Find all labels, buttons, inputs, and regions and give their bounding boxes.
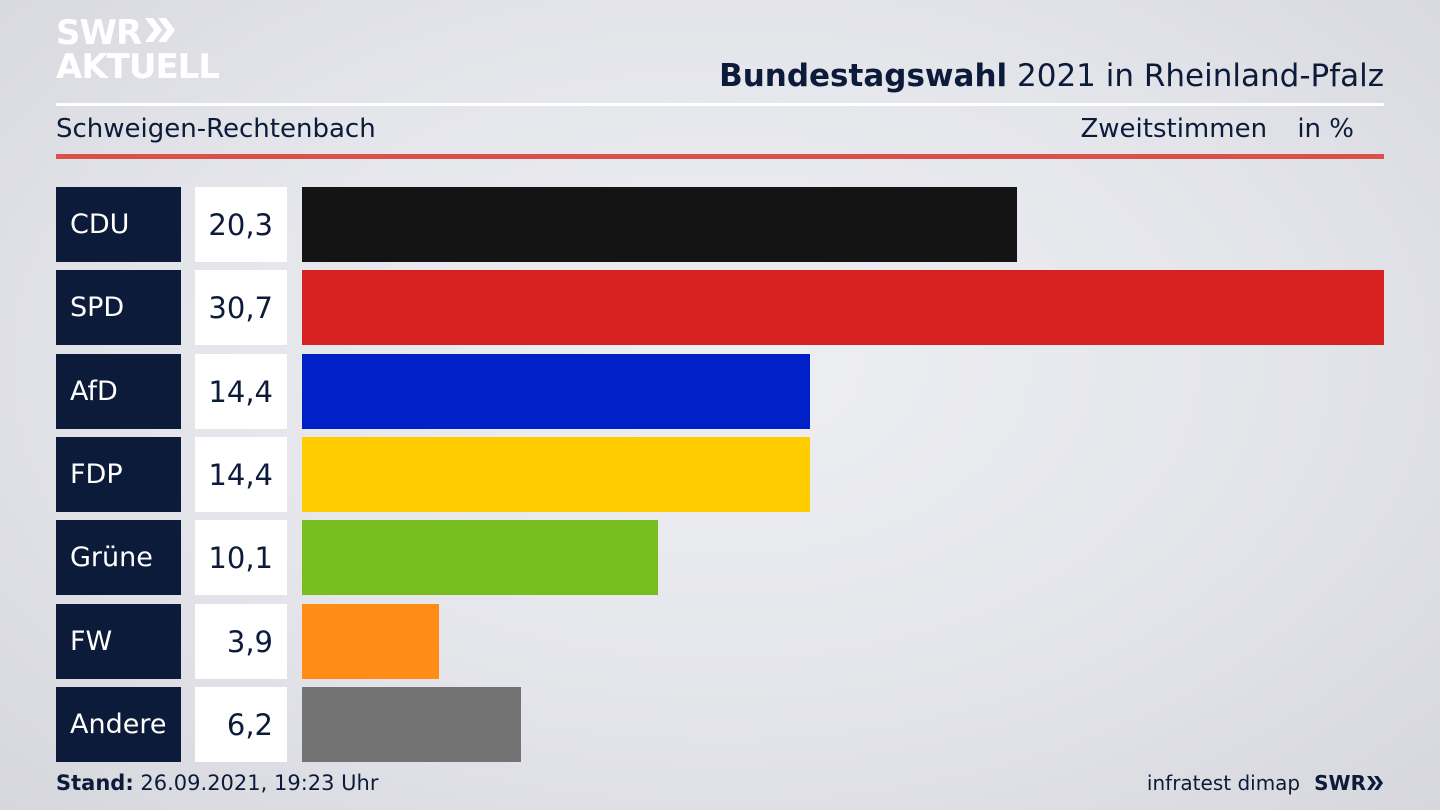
party-label-fdp: FDP — [56, 437, 181, 512]
bar-fw — [302, 604, 439, 679]
value-label-spd: 30,7 — [195, 270, 287, 345]
double-chevron-small-icon — [1367, 776, 1383, 790]
value-label-cdu: 20,3 — [195, 187, 287, 262]
party-label-andere: Andere — [56, 687, 181, 762]
title-rest: 2021 in Rheinland-Pfalz — [1007, 58, 1384, 94]
value-label-gr-ne: 10,1 — [195, 520, 287, 595]
header-divider — [56, 103, 1384, 106]
party-label-afd: AfD — [56, 354, 181, 429]
source-label: infratest dimap — [1146, 771, 1301, 795]
timestamp: Stand: 26.09.2021, 19:23 Uhr — [56, 771, 379, 795]
double-chevron-icon — [143, 16, 177, 50]
region-subtitle: Schweigen-Rechtenbach — [56, 114, 376, 144]
source-credit: infratest dimap SWR — [1147, 771, 1384, 795]
bar-afd — [302, 354, 810, 429]
stand-value: 26.09.2021, 19:23 Uhr — [133, 771, 379, 795]
unit-percent-label: in % — [1297, 114, 1354, 144]
value-label-fdp: 14,4 — [195, 437, 287, 512]
bar-andere — [302, 687, 521, 762]
logo-line-1: SWR — [56, 13, 142, 53]
value-label-andere: 6,2 — [195, 687, 287, 762]
page-title: Bundestagswahl 2021 in Rheinland-Pfalz — [719, 58, 1384, 94]
party-label-gr-ne: Grüne — [56, 520, 181, 595]
bar-fdp — [302, 437, 810, 512]
unit-label: Zweitstimmen in % — [1080, 114, 1354, 144]
subtitle-divider — [56, 154, 1384, 159]
logo-line-2: AKTUELL — [56, 47, 220, 87]
value-label-fw: 3,9 — [195, 604, 287, 679]
stand-label: Stand: — [56, 771, 134, 795]
bar-gr-ne — [302, 520, 658, 595]
value-label-afd: 14,4 — [195, 354, 287, 429]
swr-brand: SWR — [1314, 771, 1384, 795]
party-label-spd: SPD — [56, 270, 181, 345]
swr-brand-text: SWR — [1314, 771, 1366, 795]
swr-aktuell-logo: SWR AKTUELL — [56, 13, 220, 87]
bar-cdu — [302, 187, 1017, 262]
vote-type-label: Zweitstimmen — [1080, 114, 1268, 144]
title-bold: Bundestagswahl — [719, 58, 1008, 94]
party-label-fw: FW — [56, 604, 181, 679]
party-label-cdu: CDU — [56, 187, 181, 262]
bar-spd — [302, 270, 1384, 345]
